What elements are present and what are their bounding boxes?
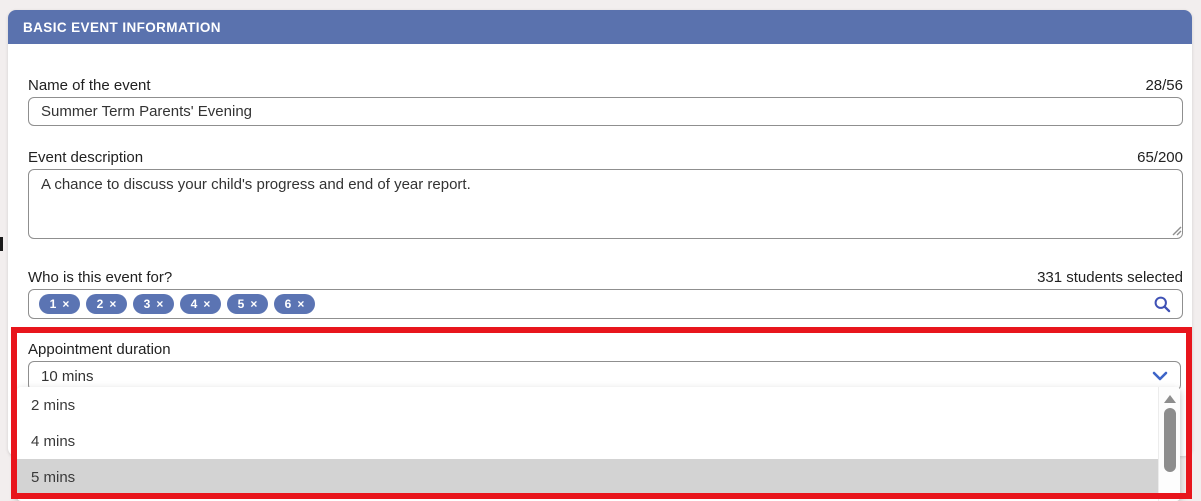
name-label: Name of the event xyxy=(28,77,151,94)
scroll-up-arrow-icon[interactable] xyxy=(1163,395,1176,403)
chip-label: 6 xyxy=(284,297,292,311)
chip-label: 2 xyxy=(96,297,104,311)
chevron-down-icon xyxy=(1152,371,1168,381)
chip-remove-icon[interactable]: × xyxy=(109,297,117,311)
duration-option-highlighted[interactable]: 5 mins xyxy=(17,459,1158,495)
chip-remove-icon[interactable]: × xyxy=(156,297,164,311)
name-label-row: Name of the event 28/56 xyxy=(28,77,1183,94)
description-char-counter: 65/200 xyxy=(1137,149,1183,166)
chip-label: 3 xyxy=(143,297,151,311)
chip-remove-icon[interactable]: × xyxy=(250,297,258,311)
students-selected-count: 331 students selected xyxy=(1037,269,1183,286)
name-char-counter: 28/56 xyxy=(1145,77,1183,94)
duration-options-list: 2 mins 4 mins 5 mins xyxy=(17,387,1158,501)
card-title: BASIC EVENT INFORMATION xyxy=(23,19,221,35)
audience-chip[interactable]: 4 × xyxy=(180,294,221,314)
audience-label: Who is this event for? xyxy=(28,269,173,286)
duration-option[interactable]: 4 mins xyxy=(17,423,1158,459)
description-label: Event description xyxy=(28,149,144,166)
duration-selected-value: 10 mins xyxy=(41,367,94,385)
duration-option[interactable]: 2 mins xyxy=(17,387,1158,423)
chip-label: 1 xyxy=(49,297,57,311)
audience-chip[interactable]: 5 × xyxy=(227,294,268,314)
screen-edge-artifact xyxy=(0,237,3,251)
dropdown-scrollbar[interactable] xyxy=(1158,387,1180,501)
basic-event-info-card: BASIC EVENT INFORMATION Name of the even… xyxy=(8,10,1192,456)
audience-chips-field[interactable]: 1 × 2 × 3 × 4 × 5 × 6 × xyxy=(28,289,1183,319)
audience-chip[interactable]: 3 × xyxy=(133,294,174,314)
audience-chip[interactable]: 6 × xyxy=(274,294,315,314)
chip-remove-icon[interactable]: × xyxy=(62,297,70,311)
audience-chip[interactable]: 1 × xyxy=(39,294,80,314)
event-description-textarea[interactable]: A chance to discuss your child's progres… xyxy=(28,169,1183,239)
scrollbar-thumb[interactable] xyxy=(1163,408,1176,472)
chip-remove-icon[interactable]: × xyxy=(297,297,305,311)
card-header: BASIC EVENT INFORMATION xyxy=(8,10,1192,44)
duration-label-row: Appointment duration xyxy=(28,341,1183,358)
duration-dropdown-menu: 2 mins 4 mins 5 mins xyxy=(17,387,1180,501)
chip-label: 4 xyxy=(190,297,198,311)
audience-label-row: Who is this event for? 331 students sele… xyxy=(28,269,1183,286)
event-name-input[interactable] xyxy=(28,97,1183,126)
search-icon[interactable] xyxy=(1152,294,1172,314)
chip-label: 5 xyxy=(237,297,245,311)
audience-chip[interactable]: 2 × xyxy=(86,294,127,314)
chip-remove-icon[interactable]: × xyxy=(203,297,211,311)
duration-label: Appointment duration xyxy=(28,341,171,358)
description-label-row: Event description 65/200 xyxy=(28,149,1183,166)
